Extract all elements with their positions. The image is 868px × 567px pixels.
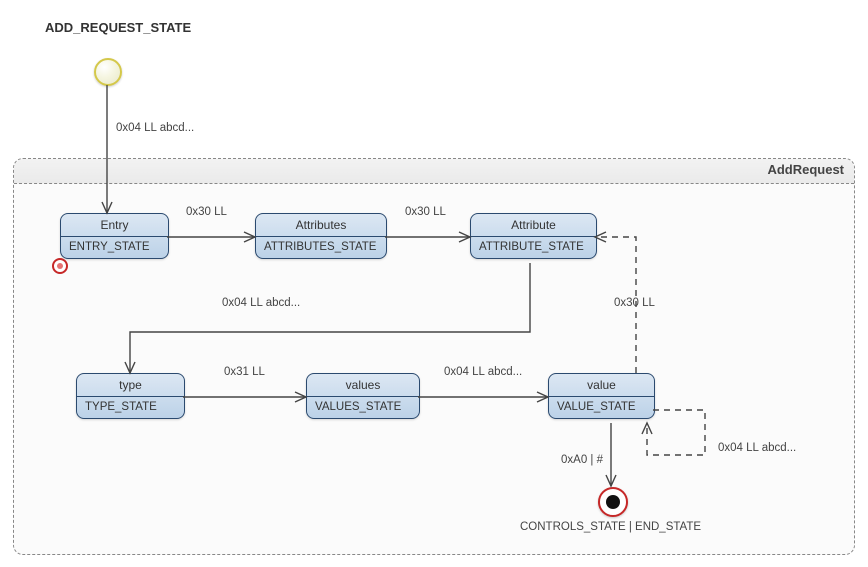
state-values: values VALUES_STATE (306, 373, 420, 419)
diagram-title: ADD_REQUEST_STATE (45, 20, 191, 35)
state-attribute-name: Attribute (471, 214, 596, 237)
state-values-name: values (307, 374, 419, 397)
final-state-icon (598, 487, 628, 517)
diagram-canvas: ADD_REQUEST_STATE AddRequest Entry ENTRY… (0, 0, 868, 567)
entry-marker-icon (52, 258, 68, 274)
state-attribute-sub: ATTRIBUTE_STATE (471, 237, 596, 258)
state-values-sub: VALUES_STATE (307, 397, 419, 418)
edge-label-e8: 0x04 LL abcd... (718, 442, 796, 454)
state-type-name: type (77, 374, 184, 397)
state-value: value VALUE_STATE (548, 373, 655, 419)
state-entry: Entry ENTRY_STATE (60, 213, 169, 259)
state-entry-sub: ENTRY_STATE (61, 237, 168, 258)
state-value-name: value (549, 374, 654, 397)
edge-label-e1: 0x30 LL (186, 206, 227, 218)
edge-label-e7: 0x30 LL (614, 297, 655, 309)
container-header (14, 159, 854, 184)
edge-label-e4: 0x31 LL (224, 366, 265, 378)
state-type: type TYPE_STATE (76, 373, 185, 419)
state-attributes-sub: ATTRIBUTES_STATE (256, 237, 386, 258)
state-type-sub: TYPE_STATE (77, 397, 184, 418)
state-attributes-name: Attributes (256, 214, 386, 237)
state-attributes: Attributes ATTRIBUTES_STATE (255, 213, 387, 259)
final-state-label: CONTROLS_STATE | END_STATE (520, 521, 701, 533)
container-title: AddRequest (767, 162, 844, 177)
edge-label-e6: 0xA0 | # (561, 454, 603, 466)
edge-label-e2: 0x30 LL (405, 206, 446, 218)
initial-state-icon (94, 58, 122, 86)
edge-label-e0: 0x04 LL abcd... (116, 122, 194, 134)
state-entry-name: Entry (61, 214, 168, 237)
edge-label-e3: 0x04 LL abcd... (222, 297, 300, 309)
state-value-sub: VALUE_STATE (549, 397, 654, 418)
state-attribute: Attribute ATTRIBUTE_STATE (470, 213, 597, 259)
edge-label-e5: 0x04 LL abcd... (444, 366, 522, 378)
